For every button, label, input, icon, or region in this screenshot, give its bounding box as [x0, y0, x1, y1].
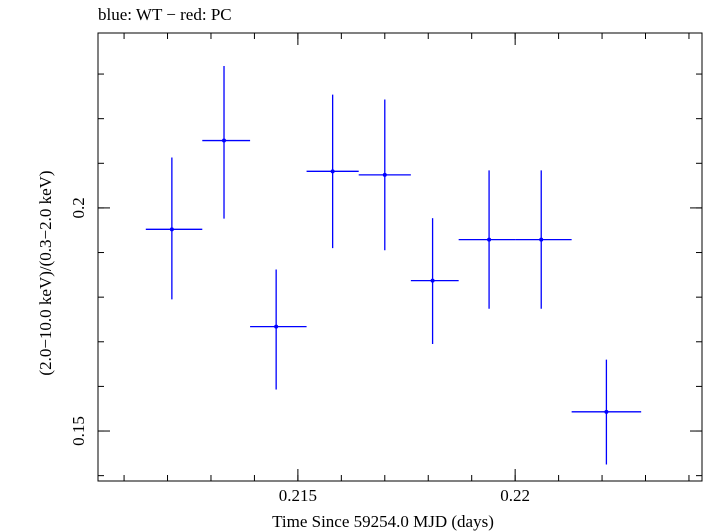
x-tick-label: 0.215: [279, 486, 317, 505]
tick-labels: 0.215 0.22 0.15 0.2: [69, 197, 530, 505]
x-axis-label: Time Since 59254.0 MJD (days): [272, 512, 494, 531]
data-point: [306, 94, 359, 249]
plot-frame: [97, 32, 703, 482]
data-marker: [169, 227, 174, 232]
data-marker: [382, 172, 387, 177]
data-marker: [539, 237, 544, 242]
data-point: [358, 99, 411, 251]
minor-ticks: [98, 33, 702, 481]
data-marker: [274, 324, 279, 329]
data-marker: [487, 237, 492, 242]
x-tick-label: 0.22: [500, 486, 530, 505]
data-point: [145, 157, 203, 300]
y-tick-label: 0.2: [69, 197, 88, 218]
data-marker: [604, 409, 609, 414]
data-marker: [430, 278, 435, 283]
data-point: [410, 218, 459, 345]
data-point: [515, 170, 572, 309]
y-axis-label: (2.0−10.0 keV)/(0.3−2.0 keV): [36, 170, 55, 375]
data-layer: [145, 66, 642, 465]
y-tick-label: 0.15: [69, 416, 88, 446]
data-point: [202, 66, 251, 219]
data-marker: [330, 169, 335, 174]
data-marker: [222, 138, 227, 143]
plot-header: blue: WT − red: PC: [98, 5, 232, 24]
data-point: [458, 170, 516, 309]
major-ticks: [98, 33, 702, 481]
data-point: [250, 269, 307, 390]
data-point: [571, 359, 642, 465]
